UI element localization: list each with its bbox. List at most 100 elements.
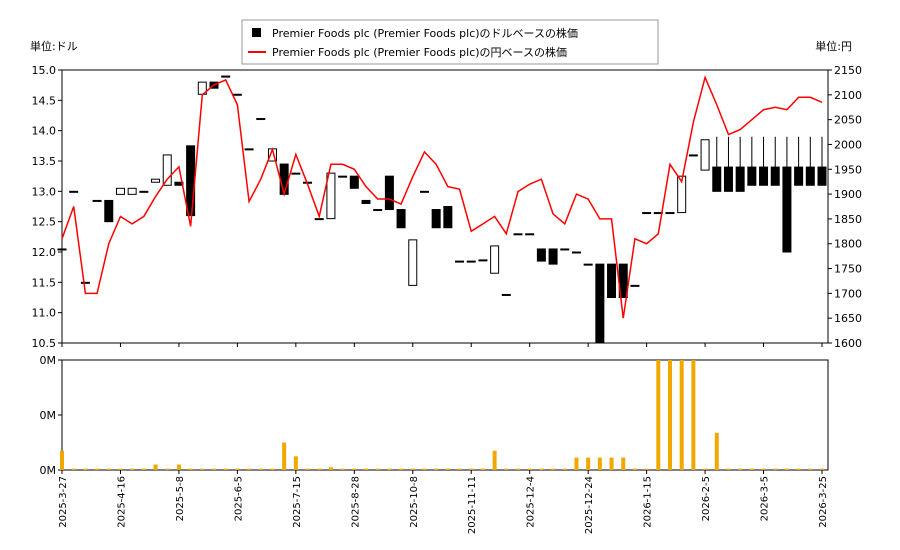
candle-body [805,166,815,186]
volume-bar [83,468,88,470]
y2-tick-label: 1950 [834,163,862,176]
volume-bar [317,468,322,470]
candle-body [607,263,617,298]
volume-y-tick-label: 0M [40,464,57,477]
volume-bar [305,468,310,470]
candle-body [712,166,722,192]
y2-tick-label: 2150 [834,64,862,77]
volume-bar [761,468,766,470]
candle-body [817,166,827,186]
legend-swatch [252,28,261,37]
candle-body [688,154,698,157]
volume-bar [375,468,380,470]
candle-body [583,263,593,266]
candle-body [560,248,570,251]
volume-bar [738,468,743,470]
volume-bar [726,468,731,470]
candle-body [770,166,780,186]
volume-bar [820,468,824,470]
candle-body [478,259,488,262]
volume-bar [106,468,111,470]
candle-body [221,75,231,78]
volume-bar [364,468,368,470]
candle-body [162,154,172,186]
volume-bar [597,457,602,470]
volume-bar [504,468,509,470]
volume-bar [422,468,427,470]
candle-body [408,239,418,286]
y-tick-label: 12.0 [32,246,57,259]
volume-bar [235,468,240,470]
volume-bar [784,468,789,470]
x-tick-label: 2025-10-8 [409,476,420,528]
candle-body [723,166,733,192]
y-tick-label: 13.5 [32,155,57,168]
volume-bar [539,468,544,470]
candle-body [256,118,266,121]
candle-body [127,187,137,195]
y-tick-label: 14.0 [32,125,57,138]
candle-body [759,166,769,186]
y-tick-label: 13.0 [32,185,57,198]
candle-body [630,284,640,287]
volume-bar [796,468,801,470]
candle-body [338,175,348,178]
candle-body [186,145,196,217]
volume-bar [749,468,754,470]
volume-bar [223,468,228,470]
volume-y-tick-label: 0M [40,409,57,422]
candle-body [69,190,79,193]
volume-bar [480,468,485,470]
x-tick-label: 2025-5-8 [175,476,186,521]
candle-body [571,251,581,254]
volume-bar [399,468,404,470]
candle-body [373,209,383,212]
candle-body [396,209,406,229]
volume-frame [61,359,829,471]
volume-bar [668,360,672,470]
x-tick-label: 2025-12-4 [526,476,537,528]
candle-body [104,199,114,223]
candle-body [349,175,359,189]
volume-bar [258,468,263,470]
y-tick-label: 11.0 [32,307,57,320]
volume-bar [247,468,252,470]
y2-axis-label: 単位:円 [815,39,852,53]
candle-body [80,281,90,284]
candle-body [361,199,371,204]
volume-bar [153,464,158,470]
volume-bar [703,468,708,470]
candle-body [92,199,102,202]
candle-body [443,206,453,229]
volume-bar [445,468,450,470]
volume-bar [714,432,719,470]
candle-body [794,166,804,186]
volume-bar [609,457,614,470]
volume-bar [679,360,684,470]
candle-body [782,166,792,253]
volume-bar [410,468,415,470]
candle-body [490,245,500,274]
price-frame [61,69,829,344]
candle-body [244,148,254,151]
volume-bar [293,456,298,470]
volume-bar [60,450,64,470]
volume-bar [434,468,439,470]
y-tick-label: 11.5 [32,276,57,289]
volume-bar [176,464,181,470]
legend-box [241,19,659,65]
volume-bar [644,468,649,470]
y2-tick-label: 1900 [834,188,862,201]
volume-bar [691,360,696,470]
candle-body [595,263,605,344]
y2-tick-label: 2100 [834,89,862,102]
x-tick-label: 2026-3-25 [818,476,829,528]
candle-body [139,190,149,193]
volume-bar [527,468,532,470]
y2-tick-label: 1650 [834,312,862,325]
volume-bar [340,468,345,470]
candle-body [642,212,652,215]
candle-body [665,212,675,215]
volume-bar [95,468,100,470]
